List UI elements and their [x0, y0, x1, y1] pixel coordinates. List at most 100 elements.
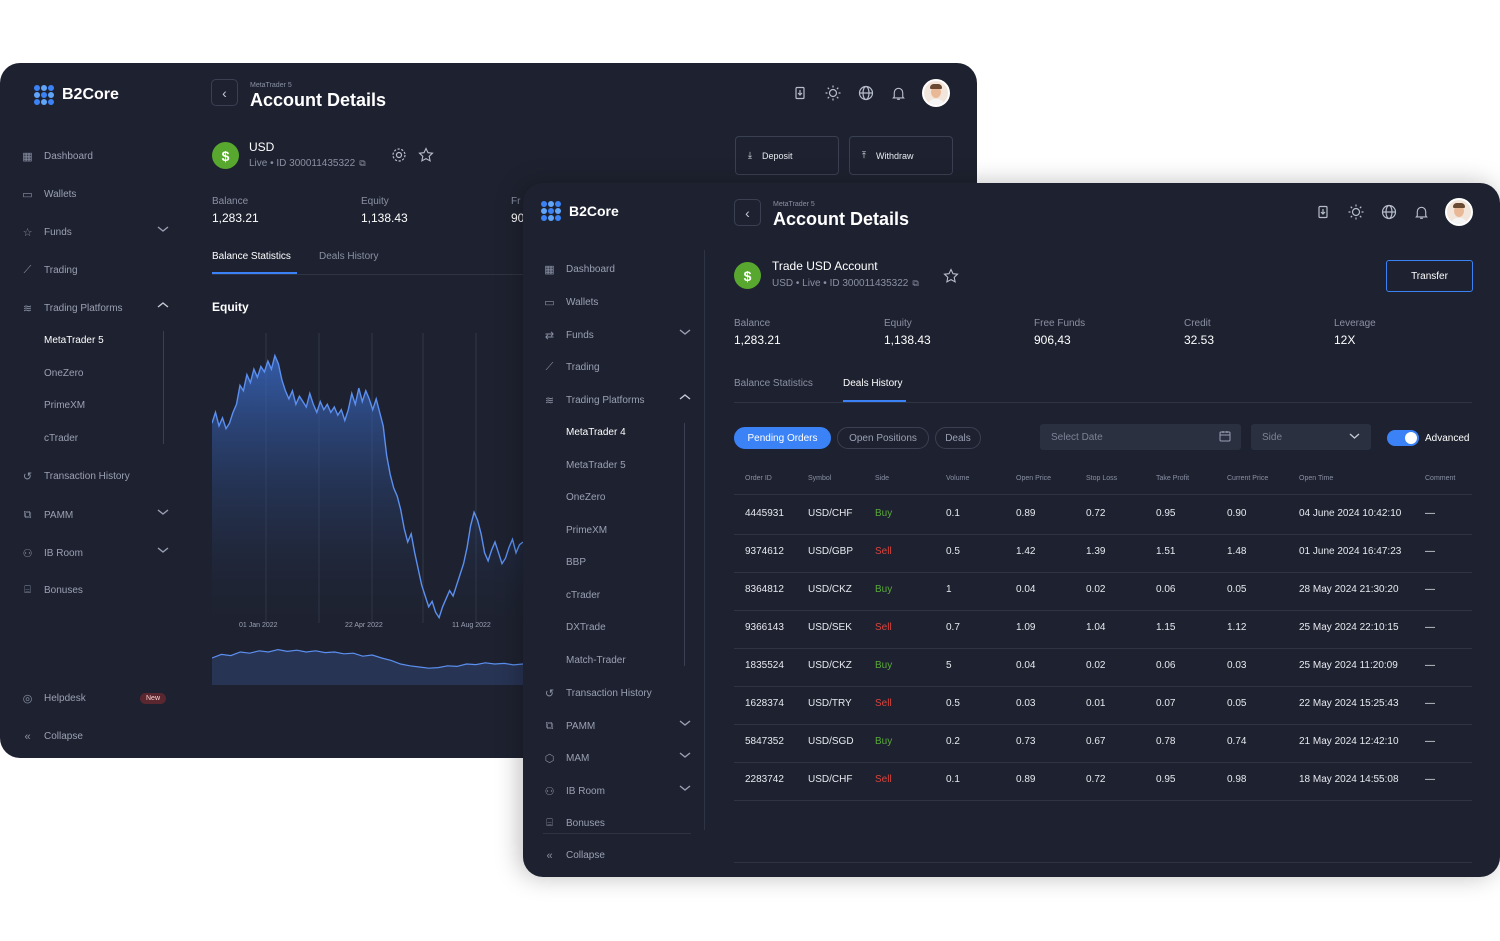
- chevron-down-icon[interactable]: [679, 784, 691, 795]
- sidebar-item-wallets[interactable]: ▭ Wallets: [21, 188, 76, 201]
- user-avatar[interactable]: [922, 79, 950, 107]
- sidebar-item-wallets[interactable]: ▭ Wallets: [543, 296, 598, 309]
- sidebar-item-bonuses[interactable]: ⌸ Bonuses: [543, 817, 605, 830]
- sidebar-item-ib-room[interactable]: ⚇ IB Room: [21, 547, 83, 560]
- cell-comment: —: [1425, 774, 1435, 785]
- account-details-window-front: B2Core ▦ Dashboard ▭ Wallets ⇄ Funds ⟋ Trading ≋…: [523, 183, 1500, 877]
- back-button[interactable]: ‹: [211, 79, 238, 106]
- column-header-open-time[interactable]: Open Time: [1299, 475, 1334, 482]
- sidebar-item-trading-platforms[interactable]: ≋ Trading Platforms: [543, 394, 645, 407]
- filter-pending-orders[interactable]: Pending Orders: [734, 427, 831, 449]
- settings-gear-icon[interactable]: [390, 146, 408, 164]
- column-header-symbol[interactable]: Symbol: [808, 475, 832, 482]
- column-header-open-price[interactable]: Open Price: [1016, 475, 1052, 482]
- tab-balance-statistics[interactable]: Balance Statistics: [212, 251, 291, 262]
- equity-overview-navigator[interactable]: [212, 635, 523, 685]
- stat-equity-label: Equity: [884, 318, 912, 329]
- sidebar-item-trading[interactable]: ⟋ Trading: [543, 361, 600, 374]
- sidebar-item-ib-room[interactable]: ⚇ IB Room: [543, 785, 605, 798]
- chevron-down-icon[interactable]: [679, 751, 691, 762]
- cell-open-price: 1.42: [1016, 546, 1036, 557]
- platform-metatrader-5[interactable]: MetaTrader 5: [566, 460, 626, 471]
- sun-icon[interactable]: [824, 84, 842, 102]
- column-header-take-profit[interactable]: Take Profit: [1156, 475, 1190, 482]
- chevron-up-icon[interactable]: [157, 301, 169, 312]
- sidebar-item-transaction-history[interactable]: ↺ Transaction History: [21, 470, 130, 483]
- platform-onezero[interactable]: OneZero: [44, 368, 84, 379]
- deposit-button[interactable]: ⤓ Deposit: [735, 136, 839, 175]
- chevron-down-icon[interactable]: [157, 546, 169, 557]
- sidebar-item-helpdesk[interactable]: ◎ Helpdesk: [21, 692, 86, 705]
- download-icon[interactable]: [791, 84, 809, 102]
- sidebar-item-funds[interactable]: ⇄ Funds: [543, 329, 594, 342]
- tab-deals-history[interactable]: Deals History: [319, 251, 379, 262]
- tab-deals-history[interactable]: Deals History: [843, 378, 903, 389]
- sidebar-item-trading[interactable]: ⟋ Trading: [21, 264, 78, 277]
- column-header-comment[interactable]: Comment: [1425, 475, 1456, 482]
- helpdesk-icon: ◎: [22, 693, 33, 705]
- cell-order-id: 5847352: [745, 736, 784, 747]
- sidebar-item-label: Trading Platforms: [44, 303, 123, 314]
- copy-icon[interactable]: ⧉: [912, 278, 919, 288]
- date-picker-field[interactable]: Select Date: [1040, 424, 1241, 450]
- platform-ctrader[interactable]: cTrader: [44, 433, 79, 444]
- column-header-side[interactable]: Side: [875, 475, 890, 482]
- platform-ctrader[interactable]: cTrader: [566, 590, 601, 601]
- platform-match-trader[interactable]: Match-Trader: [566, 655, 626, 666]
- sun-icon[interactable]: [1347, 203, 1365, 221]
- brand-logo[interactable]: B2Core: [34, 85, 119, 105]
- column-header-order-id[interactable]: Order ID: [745, 475, 772, 482]
- sidebar-item-dashboard[interactable]: ▦ Dashboard: [21, 150, 93, 163]
- chevron-down-icon[interactable]: [157, 225, 169, 236]
- globe-icon[interactable]: [1380, 203, 1398, 221]
- user-avatar[interactable]: [1445, 198, 1473, 226]
- column-header-volume[interactable]: Volume: [946, 475, 970, 482]
- sidebar-item-mam[interactable]: ⬡ MAM: [543, 752, 590, 765]
- platform-onezero[interactable]: OneZero: [566, 492, 606, 503]
- download-icon[interactable]: [1314, 203, 1332, 221]
- advanced-toggle[interactable]: [1387, 430, 1419, 446]
- chevron-down-icon[interactable]: [679, 719, 691, 730]
- copy-icon[interactable]: ⧉: [359, 158, 366, 168]
- platform-primexm[interactable]: PrimeXM: [44, 400, 86, 411]
- sidebar-item-transaction-history[interactable]: ↺ Transaction History: [543, 687, 652, 700]
- filter-deals[interactable]: Deals: [935, 427, 981, 449]
- sidebar-item-bonuses[interactable]: ⌸ Bonuses: [21, 584, 83, 597]
- bell-icon[interactable]: [889, 84, 907, 102]
- side-select[interactable]: Side: [1251, 424, 1371, 450]
- sidebar-item-dashboard[interactable]: ▦ Dashboard: [543, 263, 615, 276]
- collapse-button[interactable]: « Collapse: [543, 849, 604, 862]
- sidebar-item-pamm[interactable]: ⧉ PAMM: [21, 509, 74, 522]
- platform-dxtrade[interactable]: DXTrade: [566, 622, 606, 633]
- sidebar-item-funds[interactable]: ☆ Funds: [21, 226, 72, 239]
- tab-balance-statistics[interactable]: Balance Statistics: [734, 378, 813, 389]
- sidebar-item-trading-platforms[interactable]: ≋ Trading Platforms: [21, 302, 123, 315]
- bell-icon[interactable]: [1412, 203, 1430, 221]
- breadcrumb[interactable]: MetaTrader 5: [250, 82, 292, 89]
- column-header-stop-loss[interactable]: Stop Loss: [1086, 475, 1118, 482]
- chevron-down-icon[interactable]: [679, 328, 691, 339]
- breadcrumb[interactable]: MetaTrader 5: [773, 201, 815, 208]
- platform-bbp[interactable]: BBP: [566, 557, 587, 568]
- filter-open-positions[interactable]: Open Positions: [837, 427, 929, 449]
- cell-order-id: 1628374: [745, 698, 784, 709]
- globe-icon[interactable]: [857, 84, 875, 102]
- platform-metatrader-4[interactable]: MetaTrader 4: [566, 427, 626, 438]
- collapse-button[interactable]: « Collapse: [21, 730, 82, 743]
- equity-chart: [212, 333, 523, 623]
- favorite-star-icon[interactable]: [942, 267, 960, 285]
- chevron-down-icon[interactable]: [157, 508, 169, 519]
- sidebar-item-pamm[interactable]: ⧉ PAMM: [543, 720, 596, 733]
- platform-metatrader-5[interactable]: MetaTrader 5: [44, 335, 104, 346]
- cell-side: Sell: [875, 546, 892, 557]
- withdraw-button[interactable]: ⤒ Withdraw: [849, 136, 953, 175]
- favorite-star-icon[interactable]: [417, 146, 435, 164]
- transfer-button[interactable]: Transfer: [1386, 260, 1473, 292]
- brand-logo[interactable]: B2Core: [541, 201, 619, 221]
- back-button[interactable]: ‹: [734, 199, 761, 226]
- cell-open-price: 0.04: [1016, 584, 1036, 595]
- column-header-current-price[interactable]: Current Price: [1227, 475, 1269, 482]
- cell-stop-loss: 0.02: [1086, 584, 1106, 595]
- platform-primexm[interactable]: PrimeXM: [566, 525, 608, 536]
- chevron-up-icon[interactable]: [679, 393, 691, 404]
